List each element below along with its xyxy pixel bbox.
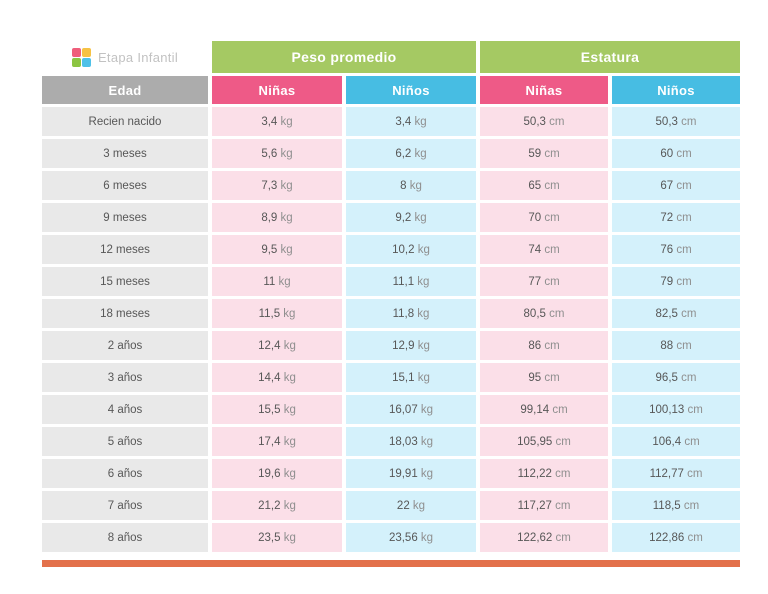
height-girls-cell: 65 cm (480, 171, 608, 200)
logo-square-green (71, 57, 81, 67)
height-girls-cell: 105,95 cm (480, 427, 608, 456)
weight-boys-cell: 11,1 kg (346, 267, 476, 296)
logo-square-yellow (81, 47, 91, 57)
group-header-peso-promedio: Peso promedio (212, 41, 476, 73)
height-boys-cell: 88 cm (612, 331, 740, 360)
height-boys-cell: 72 cm (612, 203, 740, 232)
height-girls-cell: 70 cm (480, 203, 608, 232)
age-cell: 3 años (42, 363, 208, 392)
age-cell: 8 años (42, 523, 208, 552)
etapa-infantil-logo-icon (71, 47, 91, 67)
height-girls-cell: 50,3 cm (480, 107, 608, 136)
height-boys-cell: 67 cm (612, 171, 740, 200)
height-girls-cell: 77 cm (480, 267, 608, 296)
height-girls-cell: 95 cm (480, 363, 608, 392)
bottom-accent-bar (42, 560, 740, 567)
growth-table: Etapa Infantil Peso promedio Estatura Ed… (42, 41, 740, 552)
brand: Etapa Infantil (42, 41, 208, 73)
weight-boys-cell: 6,2 kg (346, 139, 476, 168)
height-girls-cell: 80,5 cm (480, 299, 608, 328)
height-boys-cell: 112,77 cm (612, 459, 740, 488)
weight-girls-cell: 17,4 kg (212, 427, 342, 456)
weight-girls-cell: 11 kg (212, 267, 342, 296)
weight-boys-cell: 3,4 kg (346, 107, 476, 136)
height-boys-cell: 100,13 cm (612, 395, 740, 424)
brand-name: Etapa Infantil (97, 49, 179, 65)
weight-girls-cell: 15,5 kg (212, 395, 342, 424)
weight-girls-cell: 11,5 kg (212, 299, 342, 328)
weight-girls-cell: 9,5 kg (212, 235, 342, 264)
age-cell: 5 años (42, 427, 208, 456)
col-header-ninos-peso: Niños (346, 76, 476, 104)
height-boys-cell: 118,5 cm (612, 491, 740, 520)
col-header-edad: Edad (42, 76, 208, 104)
weight-girls-cell: 8,9 kg (212, 203, 342, 232)
age-cell: 2 años (42, 331, 208, 360)
age-cell: 6 años (42, 459, 208, 488)
col-header-ninas-peso: Niñas (212, 76, 342, 104)
age-cell: 7 años (42, 491, 208, 520)
weight-girls-cell: 21,2 kg (212, 491, 342, 520)
height-boys-cell: 60 cm (612, 139, 740, 168)
group-header-estatura: Estatura (480, 41, 740, 73)
height-boys-cell: 122,86 cm (612, 523, 740, 552)
height-boys-cell: 106,4 cm (612, 427, 740, 456)
weight-girls-cell: 5,6 kg (212, 139, 342, 168)
age-cell: 12 meses (42, 235, 208, 264)
weight-girls-cell: 14,4 kg (212, 363, 342, 392)
age-cell: 18 meses (42, 299, 208, 328)
weight-boys-cell: 16,07 kg (346, 395, 476, 424)
weight-boys-cell: 10,2 kg (346, 235, 476, 264)
height-girls-cell: 122,62 cm (480, 523, 608, 552)
height-boys-cell: 96,5 cm (612, 363, 740, 392)
height-girls-cell: 117,27 cm (480, 491, 608, 520)
weight-girls-cell: 23,5 kg (212, 523, 342, 552)
weight-boys-cell: 19,91 kg (346, 459, 476, 488)
weight-boys-cell: 23,56 kg (346, 523, 476, 552)
logo-square-blue (81, 57, 91, 67)
col-header-ninas-estatura: Niñas (480, 76, 608, 104)
logo-square-pink (71, 47, 81, 57)
age-cell: 6 meses (42, 171, 208, 200)
age-cell: 4 años (42, 395, 208, 424)
weight-girls-cell: 7,3 kg (212, 171, 342, 200)
weight-boys-cell: 12,9 kg (346, 331, 476, 360)
weight-boys-cell: 22 kg (346, 491, 476, 520)
height-girls-cell: 99,14 cm (480, 395, 608, 424)
height-boys-cell: 79 cm (612, 267, 740, 296)
age-cell: 9 meses (42, 203, 208, 232)
height-girls-cell: 74 cm (480, 235, 608, 264)
col-header-ninos-estatura: Niños (612, 76, 740, 104)
weight-boys-cell: 11,8 kg (346, 299, 476, 328)
age-cell: Recien nacido (42, 107, 208, 136)
height-girls-cell: 86 cm (480, 331, 608, 360)
height-girls-cell: 112,22 cm (480, 459, 608, 488)
height-boys-cell: 76 cm (612, 235, 740, 264)
weight-girls-cell: 12,4 kg (212, 331, 342, 360)
height-boys-cell: 82,5 cm (612, 299, 740, 328)
height-boys-cell: 50,3 cm (612, 107, 740, 136)
weight-girls-cell: 19,6 kg (212, 459, 342, 488)
weight-boys-cell: 8 kg (346, 171, 476, 200)
age-cell: 3 meses (42, 139, 208, 168)
weight-boys-cell: 18,03 kg (346, 427, 476, 456)
weight-girls-cell: 3,4 kg (212, 107, 342, 136)
weight-boys-cell: 9,2 kg (346, 203, 476, 232)
weight-boys-cell: 15,1 kg (346, 363, 476, 392)
age-cell: 15 meses (42, 267, 208, 296)
height-girls-cell: 59 cm (480, 139, 608, 168)
